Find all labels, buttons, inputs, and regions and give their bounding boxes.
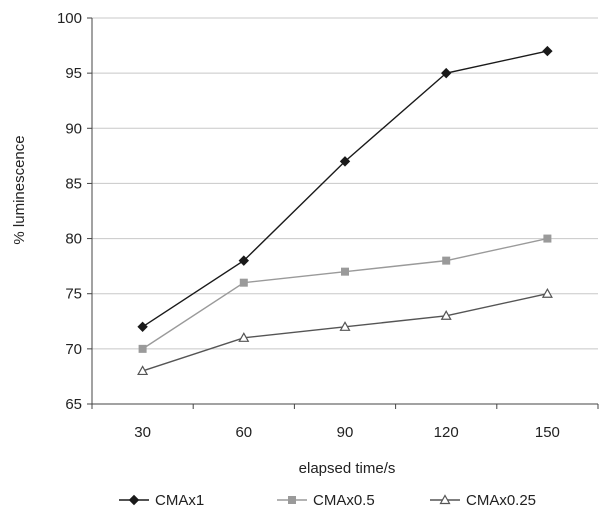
data-point	[442, 256, 451, 265]
data-point	[339, 321, 351, 331]
x-tick-label: 120	[434, 424, 459, 441]
y-tick-label: 80	[65, 231, 82, 248]
data-point	[339, 156, 351, 167]
series-cmax0-25	[137, 287, 553, 376]
x-tick-label: 60	[235, 424, 252, 441]
y-tick-label: 85	[65, 175, 82, 192]
data-point	[138, 344, 147, 353]
legend-label: CMAx0.25	[466, 492, 536, 509]
legend-item: CMAx0.5	[277, 492, 375, 509]
legend-item: CMAx1	[119, 492, 204, 509]
legend-item: CMAx0.25	[430, 492, 536, 509]
series-line	[142, 293, 548, 372]
y-tick-label: 75	[65, 286, 82, 303]
series-cmax1	[137, 45, 553, 333]
x-tick-label: 150	[535, 424, 560, 441]
legend-marker	[128, 494, 140, 506]
series-lines	[137, 45, 553, 376]
legend: CMAx1 CMAx0.5 CMAx0.25	[119, 492, 536, 509]
data-point	[137, 321, 148, 333]
data-point	[440, 67, 452, 79]
tick-labels: 65 70 75 80 85 90 95 100 30 60 90 120 150	[57, 10, 560, 441]
x-tick-label: 30	[134, 424, 151, 441]
data-point	[341, 267, 349, 276]
data-point	[238, 255, 250, 266]
x-tick-label: 90	[337, 424, 354, 441]
data-point	[542, 45, 553, 57]
legend-marker	[439, 494, 451, 505]
data-point	[541, 287, 553, 298]
data-point	[137, 365, 149, 376]
data-point	[238, 332, 250, 342]
y-axis-title: % luminescence	[11, 135, 28, 244]
series-line	[142, 50, 548, 328]
data-point	[239, 278, 248, 287]
axes	[87, 17, 599, 409]
data-point	[543, 234, 552, 243]
legend-label: CMAx0.5	[313, 492, 375, 509]
y-tick-label: 95	[65, 65, 82, 82]
data-point	[440, 310, 452, 320]
y-tick-label: 65	[65, 396, 82, 413]
y-tick-label: 100	[57, 10, 82, 27]
gridlines	[92, 17, 598, 350]
y-tick-label: 70	[65, 341, 82, 358]
series-cmax0-5	[138, 234, 552, 353]
x-axis-title: elapsed time/s	[299, 460, 396, 477]
y-tick-label: 90	[65, 120, 82, 137]
legend-label: CMAx1	[155, 492, 204, 509]
legend-marker	[288, 496, 296, 504]
